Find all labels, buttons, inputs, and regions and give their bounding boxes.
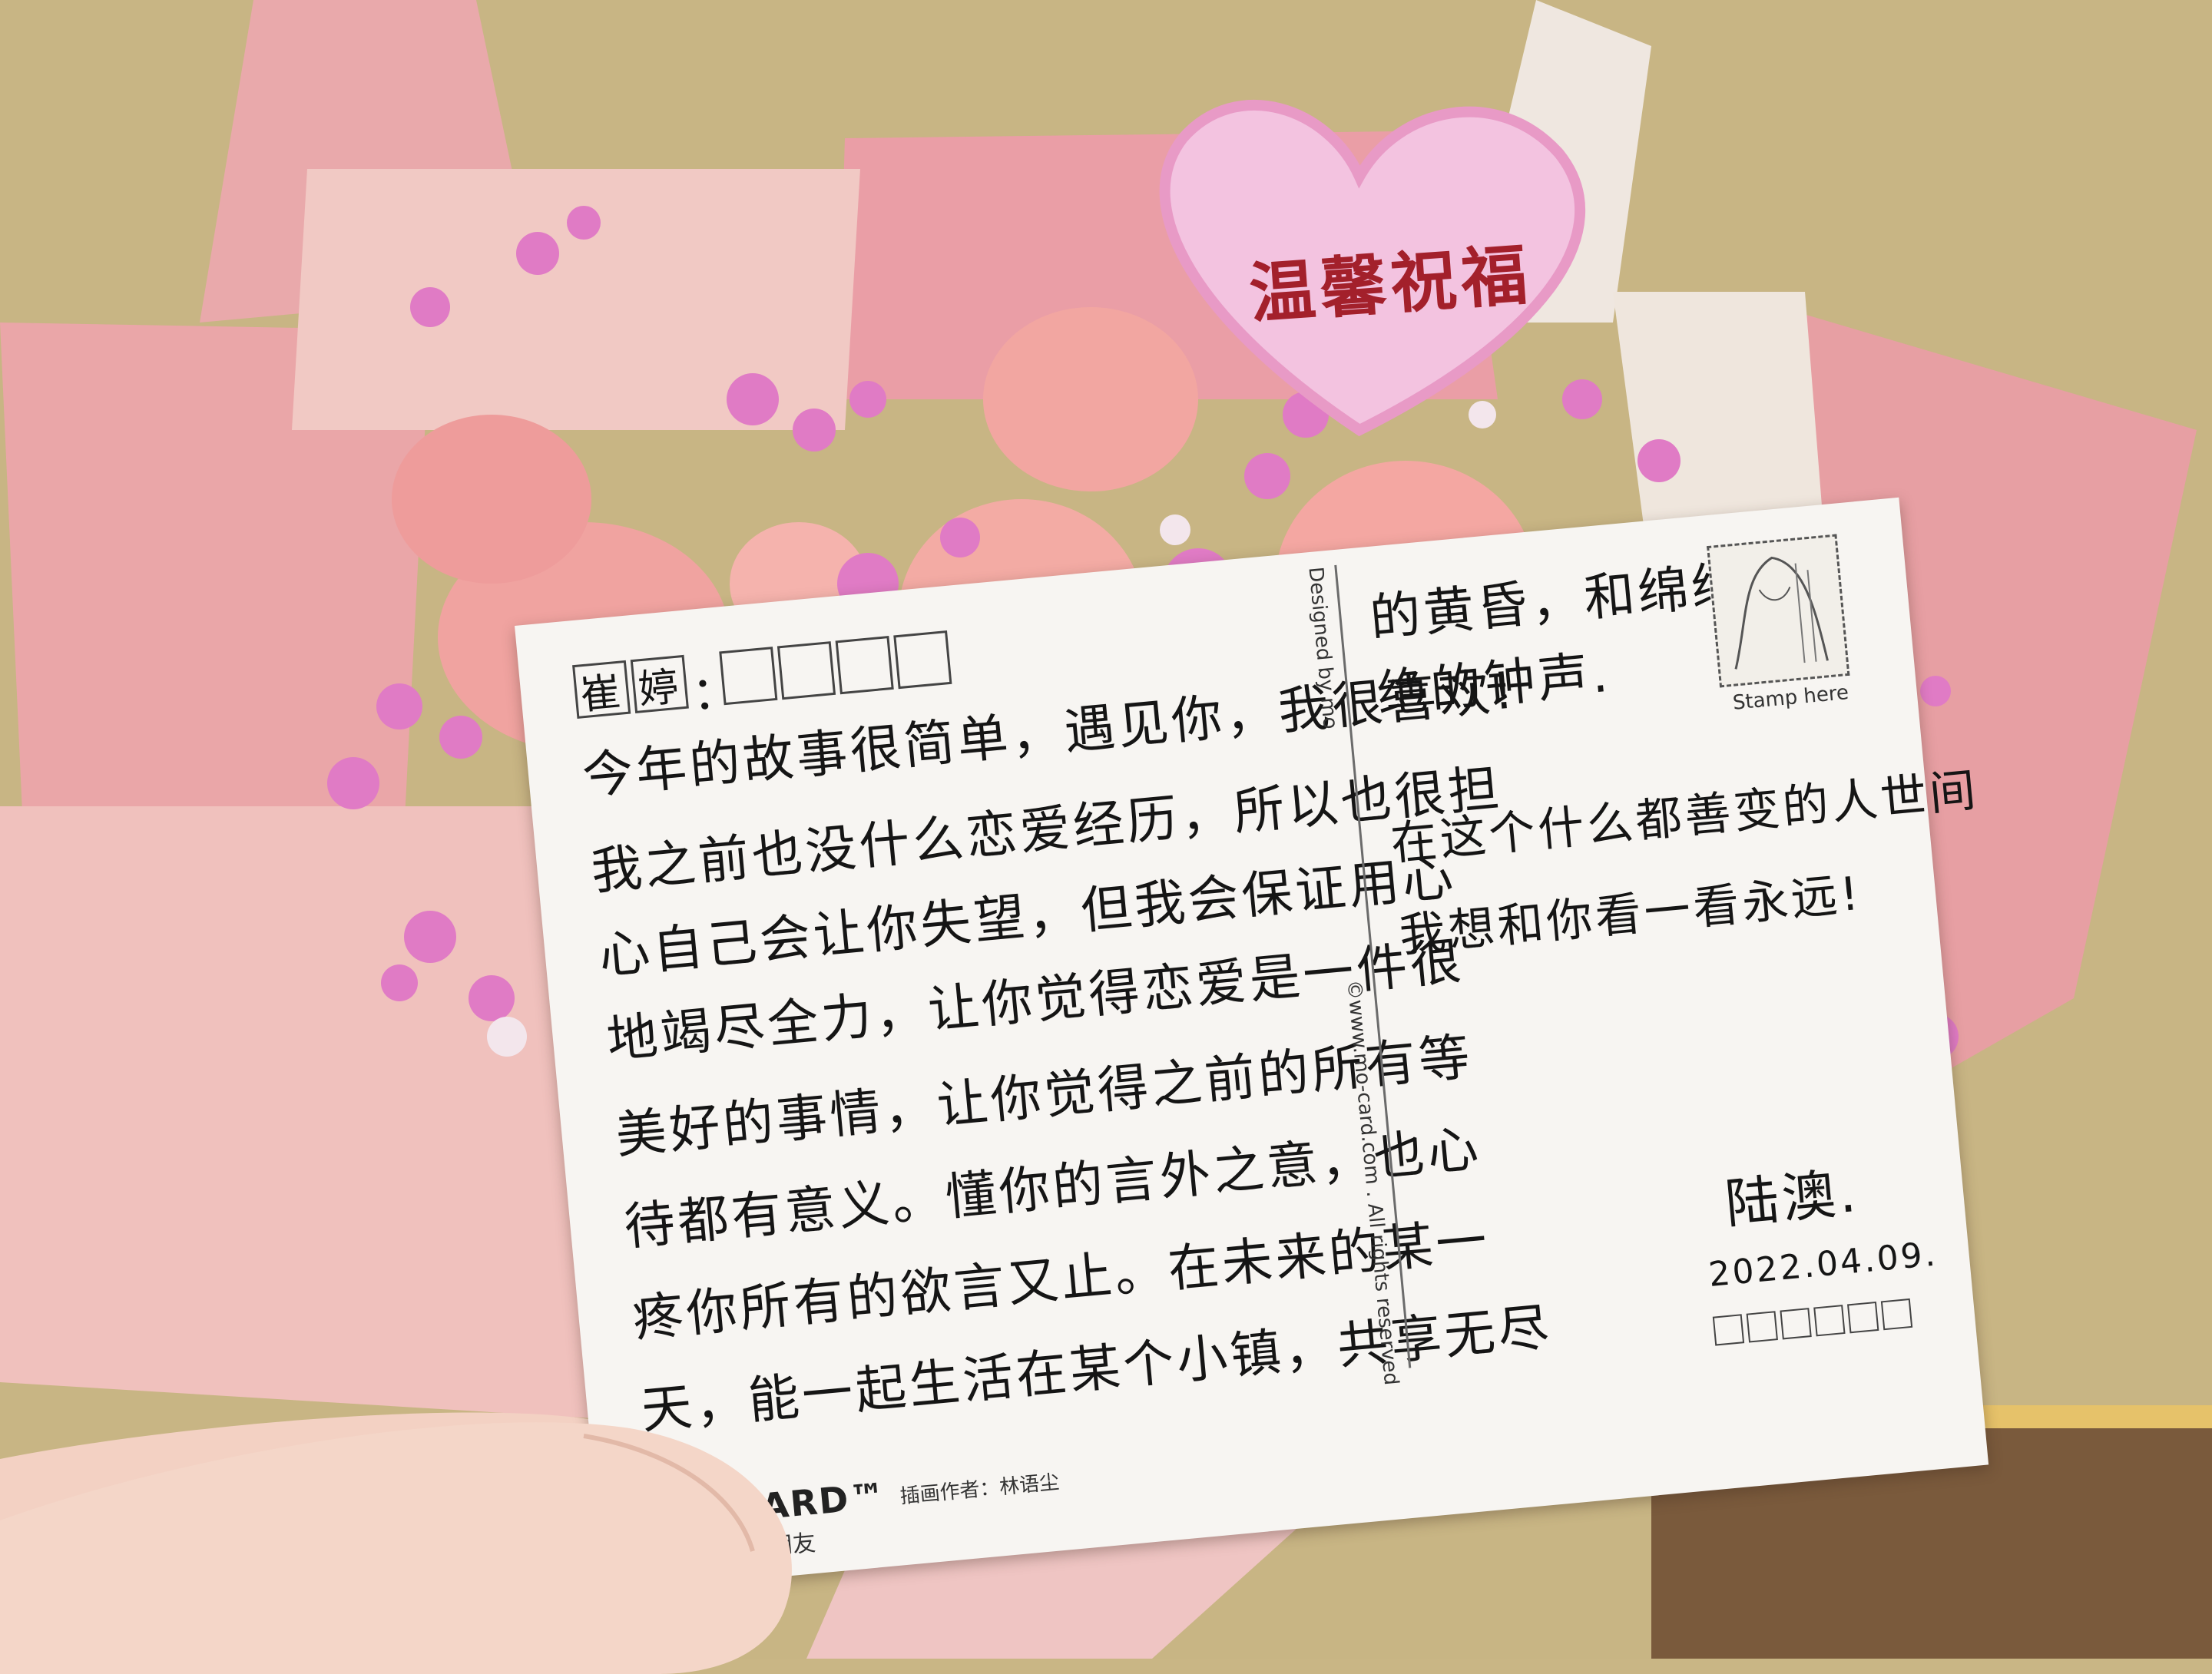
postcode-boxes [1712, 1298, 1913, 1346]
postcard: 崔 婷 ： 今年的故事很简单，遇见你，我很喜欢! 我之前也没什么恋爱经历，所以也… [515, 497, 1989, 1593]
postcode-box [1780, 1308, 1812, 1340]
recipient-char-box [893, 630, 952, 690]
postcode-box [1880, 1298, 1913, 1331]
stamp-illustration-icon [1734, 556, 1829, 670]
illustrator-credit: 插画作者：林语尘 [899, 1471, 1061, 1509]
recipient-colon: ： [690, 663, 744, 722]
postcode-box [1712, 1314, 1745, 1346]
recipient-char-box: 婷 [630, 654, 689, 713]
recipient-char-box: 崔 [572, 660, 631, 719]
date: 2022.04.09. [1707, 1234, 1939, 1295]
stamp-caption: Stamp here [1731, 681, 1850, 715]
postcode-box [1746, 1311, 1778, 1343]
recipient-char-box [835, 636, 894, 695]
message-line: 我想和你看一看永远! [1397, 866, 1864, 964]
signature: 陆澳. [1722, 1160, 1862, 1236]
thumb [0, 1422, 792, 1674]
recipient-char-box [777, 641, 836, 700]
postcode-box [1813, 1305, 1846, 1337]
stamp-box [1707, 534, 1850, 688]
postcode-box [1847, 1302, 1879, 1334]
heart-tag [1159, 99, 1585, 437]
